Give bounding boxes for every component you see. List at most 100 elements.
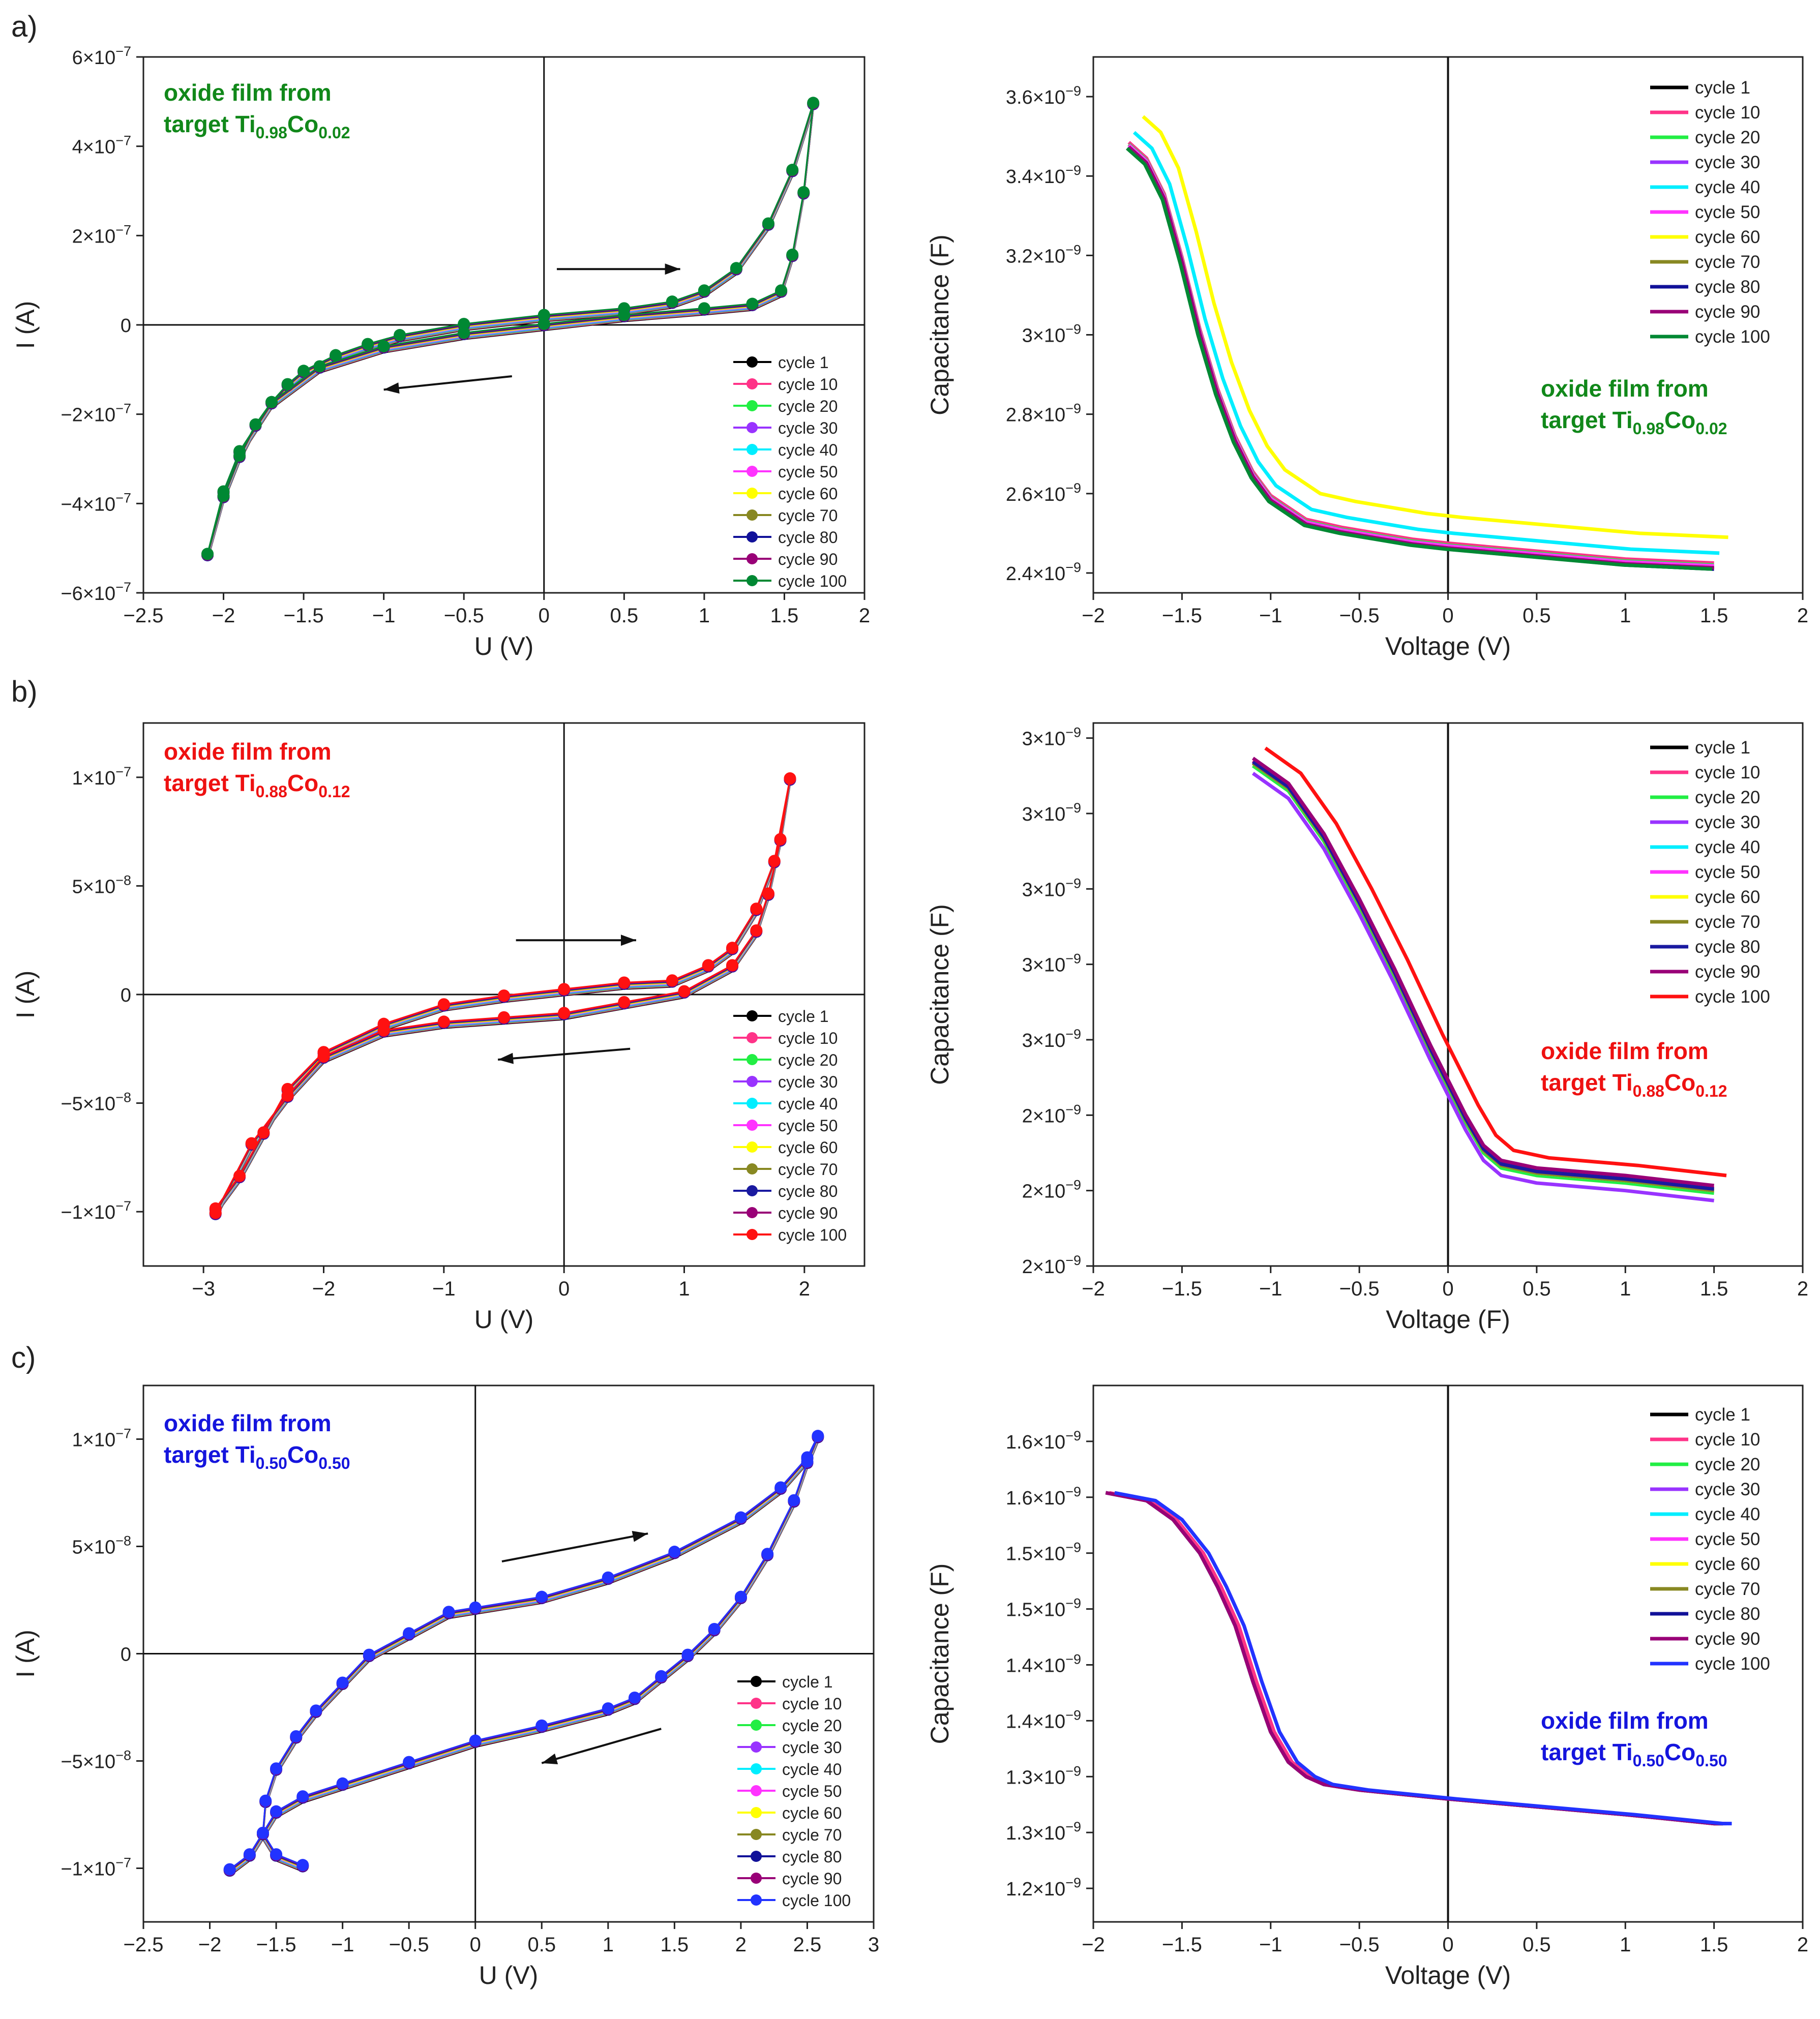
chart-b-capacitance-voltage: −2 −1.5 −1 −0.5 0 0.5 1 1.5 2 2×10−9 2×10−9 2×10−9 3… [926, 722, 1808, 1334]
sweep-arrow-head [632, 1531, 648, 1542]
legend-marker [747, 1207, 758, 1218]
data-point [296, 1790, 309, 1803]
data-point [281, 1089, 294, 1102]
data-point [469, 1734, 482, 1747]
legend-label: cycle 10 [778, 375, 838, 394]
legend-marker [747, 422, 758, 433]
legend-marker [751, 1763, 762, 1774]
data-point [807, 97, 820, 109]
x-tick-label: −1 [1259, 605, 1282, 627]
x-tick-label: −1 [432, 1278, 456, 1300]
data-point [270, 1848, 283, 1861]
y-tick-label: 2.8×10−9 [1006, 401, 1081, 426]
x-tick-label: 0 [1442, 1278, 1453, 1300]
x-tick-label: 0.5 [527, 1934, 556, 1956]
data-point [666, 974, 678, 987]
y-tick-label: 1.3×10−9 [1006, 1819, 1081, 1844]
y-axis-title: I (A) [11, 971, 40, 1018]
legend-marker [747, 553, 758, 564]
data-point [223, 1863, 236, 1876]
series-line-cycle-40 [1132, 131, 1720, 555]
data-point [762, 217, 774, 230]
chart-b-iv-curve: −3 −2 −1 0 1 2 −1×10−7 −5×10−8 0 5×10−8 1×10−7 U (V… [11, 722, 866, 1334]
data-point [437, 1015, 450, 1028]
legend-marker [747, 575, 758, 586]
x-tick-label: −0.5 [444, 605, 484, 627]
data-point [535, 1719, 548, 1732]
data-point [538, 309, 550, 321]
x-tick-label: 2 [1797, 1278, 1808, 1300]
y-tick-label: 2×10−9 [1022, 1102, 1081, 1127]
legend-label: cycle 30 [1695, 812, 1760, 832]
legend-label: cycle 30 [1695, 1480, 1760, 1499]
x-tick-label: 1 [1620, 605, 1631, 627]
y-tick-label: 0 [121, 1644, 131, 1666]
legend-label: cycle 50 [778, 1117, 838, 1135]
legend-label: cycle 10 [782, 1695, 842, 1713]
x-tick-label: −2 [312, 1278, 336, 1300]
legend-label: cycle 90 [1695, 302, 1760, 322]
data-point [442, 1606, 455, 1618]
data-point [786, 248, 799, 261]
data-point [678, 985, 691, 998]
legend-label: cycle 30 [778, 419, 838, 437]
y-tick-label: 5×10−8 [72, 872, 131, 897]
data-point [362, 338, 374, 350]
chart-c-capacitance-voltage: −2 −1.5 −1 −0.5 0 0.5 1 1.5 2 1.2×10−9 1.3×10−9 1.3… [926, 1384, 1808, 1990]
y-tick-label: 3.2×10−9 [1006, 242, 1081, 267]
y-tick-label: −6×10−7 [61, 580, 131, 605]
data-point [698, 302, 710, 315]
series-line-cycle-60 [1142, 115, 1728, 539]
x-tick-label: 0 [558, 1278, 570, 1300]
x-tick-label: −2 [1082, 605, 1105, 627]
x-tick-label: 2 [1797, 605, 1808, 627]
legend-label: cycle 10 [778, 1029, 838, 1047]
y-tick-label: 3.6×10−9 [1006, 83, 1081, 108]
x-tick-label: 2 [799, 1278, 810, 1300]
sweep-arrow-head [498, 1052, 514, 1064]
x-tick-label: 1.5 [1700, 1934, 1728, 1956]
data-point [726, 942, 739, 954]
data-point [256, 1826, 269, 1839]
y-tick-label: 0 [121, 985, 131, 1006]
data-point [458, 318, 470, 330]
annotation-line2: target Ti0.98Co0.02 [164, 111, 350, 142]
x-tick-label: 1 [1620, 1934, 1631, 1956]
data-point [296, 1859, 309, 1872]
series-line-cycle-100 [1125, 146, 1713, 571]
data-point [336, 1777, 349, 1790]
data-point [403, 1627, 415, 1640]
data-point [602, 1571, 614, 1584]
data-point [602, 1702, 614, 1715]
y-axis-title: Capacitance (F) [926, 904, 954, 1085]
sweep-arrow-line [498, 1047, 631, 1061]
data-point [629, 1692, 641, 1704]
x-tick-label: 1 [699, 605, 710, 627]
data-point [209, 1207, 222, 1219]
legend-label: cycle 50 [778, 463, 838, 481]
data-point [666, 295, 678, 308]
y-tick-label: −5×10−8 [61, 1090, 131, 1115]
data-point [313, 360, 326, 373]
data-point [245, 1137, 258, 1150]
y-tick-label: 1×10−7 [72, 764, 131, 789]
x-tick-label: −0.5 [1339, 605, 1380, 627]
legend-marker [747, 1141, 758, 1153]
x-tick-label: 3 [868, 1934, 879, 1956]
x-tick-label: 1.5 [661, 1934, 689, 1956]
legend-label: cycle 70 [1695, 252, 1760, 272]
legend-marker [747, 531, 758, 543]
legend-label: cycle 20 [778, 397, 838, 415]
sweep-arrow-head [383, 382, 400, 394]
legend-label: cycle 100 [778, 572, 847, 590]
y-tick-label: 3×10−9 [1022, 1027, 1081, 1051]
legend-label: cycle 80 [1695, 937, 1760, 957]
x-tick-label: −1.5 [284, 605, 324, 627]
x-tick-label: 1 [1620, 1278, 1631, 1300]
data-point [750, 902, 763, 915]
annotation-line1: oxide film from [1541, 1038, 1709, 1064]
series-line-cycle-100 [215, 778, 791, 1213]
series-group [1125, 115, 1728, 571]
data-point [458, 326, 470, 339]
y-tick-label: 4×10−7 [72, 133, 131, 158]
